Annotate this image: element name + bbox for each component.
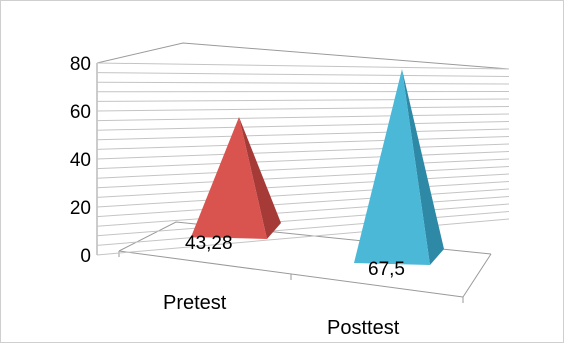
gridline xyxy=(96,62,510,70)
y-tick-label: 80 xyxy=(70,54,91,75)
pyramid-posttest xyxy=(354,69,444,265)
y-axis-ticks: 0 20 40 60 80 xyxy=(70,54,91,267)
category-label: Pretest xyxy=(163,292,227,314)
back-wall-top xyxy=(96,42,510,70)
floor-right-edge xyxy=(462,253,492,298)
pyramid-front-face xyxy=(191,117,267,239)
gridline xyxy=(96,143,510,160)
y-tick-label: 40 xyxy=(70,150,91,171)
pyramid-front-face xyxy=(354,69,430,265)
gridline xyxy=(96,181,510,208)
data-label: 43,28 xyxy=(185,233,233,254)
gridline xyxy=(96,196,510,227)
data-labels: 43,28 67,5 xyxy=(185,233,405,280)
gridline xyxy=(96,72,510,77)
pyramid-side-face xyxy=(402,69,444,265)
gridline xyxy=(96,151,510,170)
gridline xyxy=(96,188,510,218)
y-tick-label: 0 xyxy=(80,246,91,267)
gridline xyxy=(96,203,510,237)
gridline xyxy=(96,98,510,102)
category-labels: Pretest Posttest xyxy=(163,292,400,339)
pyramid-pretest xyxy=(191,117,281,239)
y-tick-label: 60 xyxy=(70,102,91,123)
gridline xyxy=(96,81,510,85)
pyramid-marks xyxy=(191,69,444,265)
y-tick-label: 20 xyxy=(70,198,91,219)
gridline xyxy=(96,166,510,189)
gridline xyxy=(96,121,510,131)
data-label: 67,5 xyxy=(368,259,405,280)
gridline xyxy=(96,211,510,246)
gridline xyxy=(96,158,510,179)
gridline xyxy=(96,113,510,122)
gridline xyxy=(96,106,510,112)
category-label: Posttest xyxy=(327,317,400,339)
gridlines xyxy=(96,62,510,256)
pyramid-side-face xyxy=(239,117,281,239)
gridline xyxy=(96,218,510,256)
gridline xyxy=(96,128,510,141)
gridline xyxy=(96,173,510,198)
gridline xyxy=(96,136,510,150)
